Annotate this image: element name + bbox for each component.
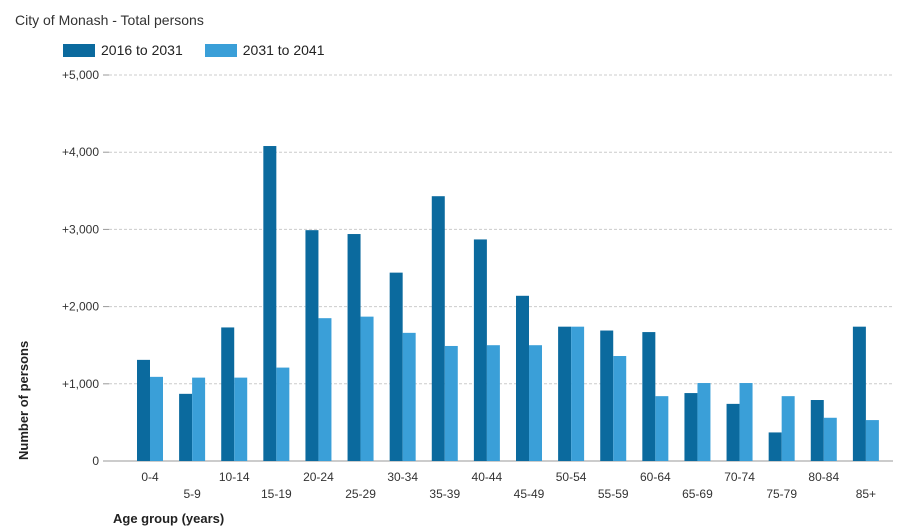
bar-series-1-55-59[interactable] xyxy=(600,330,614,461)
bar-series-1-80-84[interactable] xyxy=(810,400,824,461)
y-axis: 0 +1,000 +2,000 +3,000 +4,000 +5,000 xyxy=(62,68,109,468)
bar-series-2-10-14[interactable] xyxy=(234,377,248,461)
x-axis-title: Age group (years) xyxy=(113,511,225,526)
y-tick-label: +3,000 xyxy=(62,222,99,236)
x-tick-label: 60-64 xyxy=(640,470,671,484)
bar-series-2-30-34[interactable] xyxy=(402,332,416,461)
x-tick-label: 70-74 xyxy=(724,470,755,484)
y-tick-label: +2,000 xyxy=(62,300,99,314)
y-tick-label: 0 xyxy=(92,454,99,468)
y-tick-label: +5,000 xyxy=(62,68,99,82)
legend-label-series-1: 2016 to 2031 xyxy=(101,42,183,58)
x-tick-label: 35-39 xyxy=(429,487,460,501)
bar-series-2-50-54[interactable] xyxy=(571,326,585,461)
bar-series-1-50-54[interactable] xyxy=(558,326,572,461)
x-tick-label: 75-79 xyxy=(766,487,797,501)
x-axis: 0-4 5-9 10-14 15-19 20-24 25-29 30-34 35-39 40-4… xyxy=(141,470,876,501)
bar-series-1-60-64[interactable] xyxy=(642,332,656,461)
bar-series-1-25-29[interactable] xyxy=(347,234,361,461)
x-tick-label: 0-4 xyxy=(141,470,159,484)
x-tick-label: 50-54 xyxy=(556,470,587,484)
legend-item-series-1[interactable]: 2016 to 2031 xyxy=(63,42,183,58)
x-tick-label: 40-44 xyxy=(472,470,503,484)
legend: 2016 to 2031 2031 to 2041 xyxy=(63,42,347,58)
x-tick-label: 65-69 xyxy=(682,487,713,501)
legend-swatch-series-2 xyxy=(204,43,237,57)
bar-series-1-5-9[interactable] xyxy=(179,393,193,461)
y-tick-label: +1,000 xyxy=(62,377,99,391)
bar-series-1-10-14[interactable] xyxy=(221,327,235,461)
y-tick-label: +4,000 xyxy=(62,145,99,159)
x-tick-label: 10-14 xyxy=(219,470,250,484)
bar-series-2-70-74[interactable] xyxy=(739,383,753,461)
bar-series-2-35-39[interactable] xyxy=(444,345,458,461)
bar-series-2-45-49[interactable] xyxy=(529,345,542,461)
x-tick-label: 5-9 xyxy=(183,487,201,501)
x-tick-label: 45-49 xyxy=(514,487,545,501)
bar-series-2-25-29[interactable] xyxy=(360,316,374,461)
legend-label-series-2: 2031 to 2041 xyxy=(242,42,325,58)
bar-series-1-45-49[interactable] xyxy=(516,295,529,461)
bar-series-2-40-44[interactable] xyxy=(486,345,500,461)
bar-series-2-85+[interactable] xyxy=(865,420,879,461)
bar-series-2-5-9[interactable] xyxy=(192,377,206,461)
bar-series-2-55-59[interactable] xyxy=(613,356,627,461)
bar-series-1-70-74[interactable] xyxy=(726,403,740,461)
bar-series-2-80-84[interactable] xyxy=(823,417,837,461)
bar-series-1-40-44[interactable] xyxy=(473,239,487,461)
bar-series-1-75-79[interactable] xyxy=(768,432,782,461)
bar-series-2-75-79[interactable] xyxy=(781,396,795,461)
bar-series-2-20-24[interactable] xyxy=(318,318,332,461)
bar-series-1-35-39[interactable] xyxy=(431,196,445,462)
bar-series-1-85+[interactable] xyxy=(852,326,866,461)
bar-series-2-65-69[interactable] xyxy=(697,383,711,461)
bar-series-2-60-64[interactable] xyxy=(655,396,669,461)
bar-series-1-30-34[interactable] xyxy=(389,272,403,461)
bar-series-2-0-4[interactable] xyxy=(150,376,163,461)
bars xyxy=(137,146,879,462)
x-tick-label: 15-19 xyxy=(261,487,292,501)
x-tick-label: 30-34 xyxy=(387,470,418,484)
x-tick-label: 85+ xyxy=(856,487,876,501)
bar-series-1-65-69[interactable] xyxy=(684,393,698,461)
x-tick-label: 55-59 xyxy=(598,487,629,501)
y-axis-title: Number of persons xyxy=(16,340,31,460)
bar-series-1-0-4[interactable] xyxy=(137,359,150,461)
bar-series-1-20-24[interactable] xyxy=(305,230,319,461)
chart-subtitle: City of Monash - Total persons xyxy=(15,12,204,28)
x-tick-label: 25-29 xyxy=(345,487,376,501)
x-tick-label: 80-84 xyxy=(808,470,839,484)
legend-swatch-series-1 xyxy=(63,43,95,57)
bar-series-2-15-19[interactable] xyxy=(276,367,290,461)
bar-series-1-15-19[interactable] xyxy=(263,146,277,462)
x-tick-label: 20-24 xyxy=(303,470,334,484)
legend-item-series-2[interactable]: 2031 to 2041 xyxy=(204,42,325,58)
